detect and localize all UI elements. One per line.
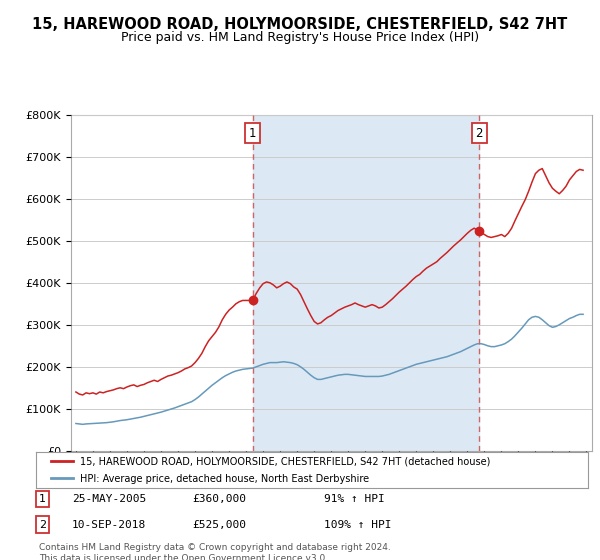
Text: £360,000: £360,000 [192,494,246,504]
Text: 25-MAY-2005: 25-MAY-2005 [72,494,146,504]
Text: 2: 2 [476,127,483,139]
Text: 10-SEP-2018: 10-SEP-2018 [72,520,146,530]
Legend: 15, HAREWOOD ROAD, HOLYMOORSIDE, CHESTERFIELD, S42 7HT (detached house), HPI: Av: 15, HAREWOOD ROAD, HOLYMOORSIDE, CHESTER… [46,452,496,488]
Text: Price paid vs. HM Land Registry's House Price Index (HPI): Price paid vs. HM Land Registry's House … [121,31,479,44]
Text: 1: 1 [249,127,256,139]
Text: £525,000: £525,000 [192,520,246,530]
Text: 1: 1 [39,494,46,504]
Bar [253,115,479,451]
Text: 15, HAREWOOD ROAD, HOLYMOORSIDE, CHESTERFIELD, S42 7HT: 15, HAREWOOD ROAD, HOLYMOORSIDE, CHESTER… [32,17,568,32]
Text: 109% ↑ HPI: 109% ↑ HPI [324,520,392,530]
Text: 2: 2 [39,520,46,530]
Text: 91% ↑ HPI: 91% ↑ HPI [324,494,385,504]
Text: Contains HM Land Registry data © Crown copyright and database right 2024.
This d: Contains HM Land Registry data © Crown c… [39,543,391,560]
